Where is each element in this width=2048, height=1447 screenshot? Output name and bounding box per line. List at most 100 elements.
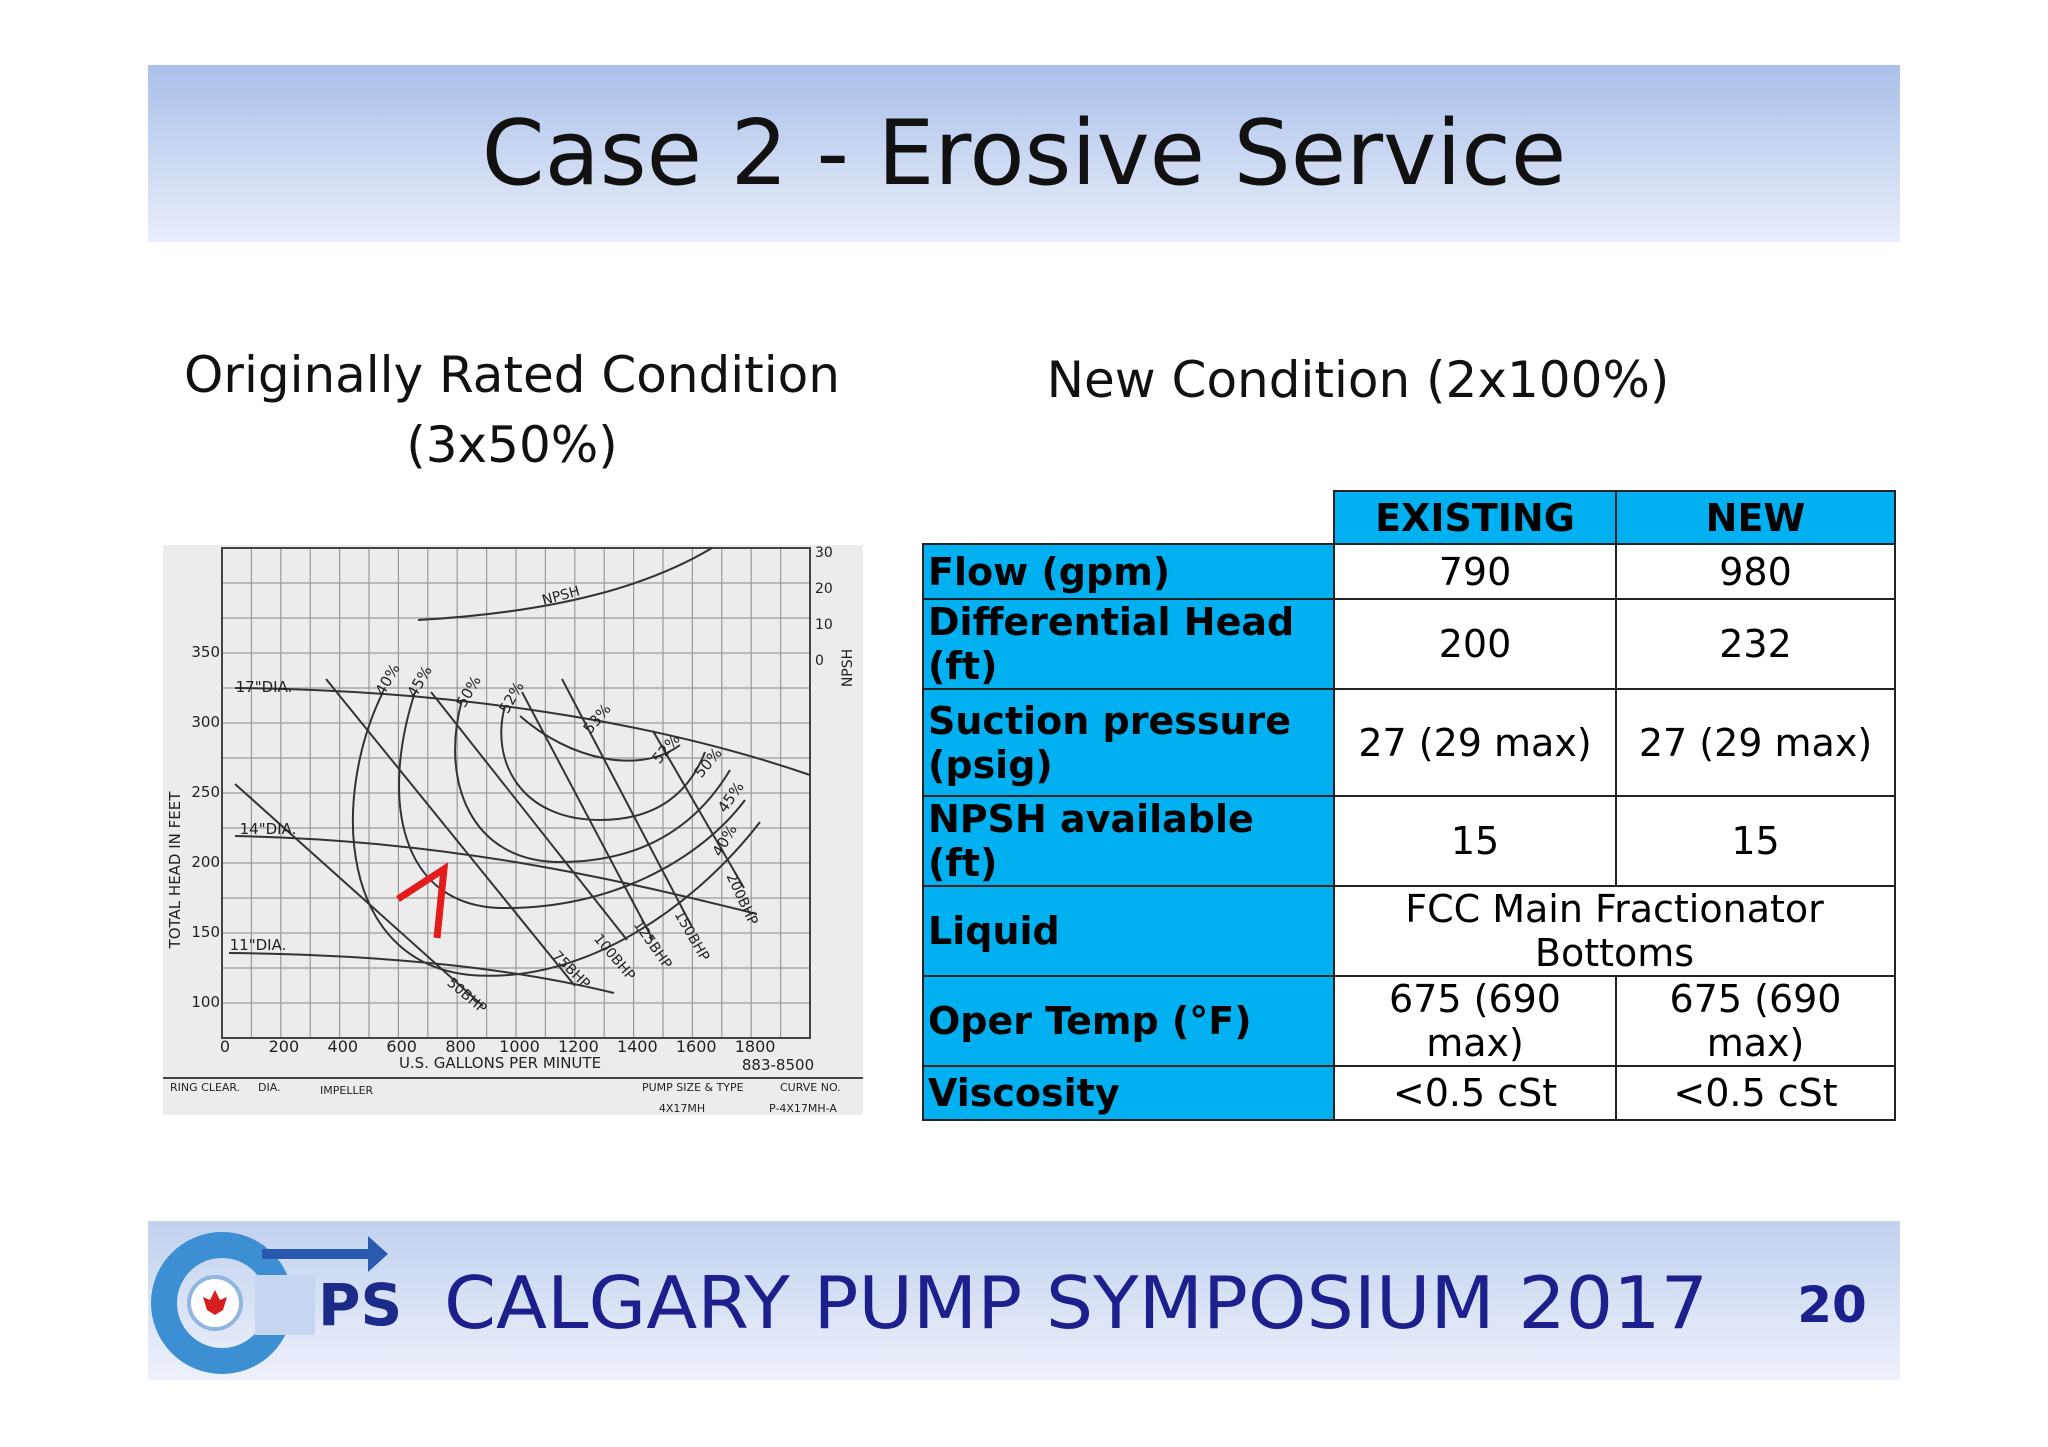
table-cell: 27 (29 max) (1615, 688, 1896, 797)
row-label: Suction pressure (psig) (922, 688, 1335, 797)
row-label: Flow (gpm) (922, 543, 1335, 600)
row-label: Oper Temp (°F) (922, 975, 1335, 1067)
head-curve (228, 952, 615, 994)
footer-band (148, 1221, 1900, 1380)
y-tick-label: 300 (191, 713, 220, 731)
y-tick-label: 350 (191, 643, 220, 661)
title-block-text: PUMP SIZE & TYPE (642, 1081, 744, 1094)
x-tick-label: 600 (386, 1037, 417, 1056)
title-block-text: CURVE NO. (780, 1081, 841, 1094)
x-tick-label: 0 (220, 1037, 230, 1056)
slide-title: Case 2 - Erosive Service (481, 101, 1567, 206)
efficiency-curve (500, 705, 706, 822)
table-row: Differential Head (ft) 200 232 (922, 598, 1896, 690)
diameter-label: 11"DIA. (230, 936, 287, 954)
x-axis-label: U.S. GALLONS PER MINUTE (399, 1054, 601, 1072)
table-cell: 675 (690 max) (1615, 975, 1896, 1067)
title-block-text: IMPELLER (320, 1084, 374, 1097)
row-label: NPSH available (ft) (922, 795, 1335, 887)
curves (228, 547, 811, 1007)
head-curve (234, 835, 758, 915)
table-row: Viscosity <0.5 cSt <0.5 cSt (922, 1065, 1896, 1121)
y-tick-label: 100 (191, 993, 220, 1011)
y-tick-label: 150 (191, 923, 220, 941)
bhp-line (325, 678, 576, 987)
column-header: NEW (1615, 490, 1896, 545)
x-tick-label: 800 (445, 1037, 476, 1056)
table-row: Liquid FCC Main Fractionator Bottoms (922, 885, 1896, 977)
symposium-name: CALGARY PUMP SYMPOSIUM 2017 (444, 1261, 1708, 1345)
header-band (148, 65, 1900, 242)
x-tick-label: 1600 (676, 1037, 717, 1056)
x-tick-label: 200 (269, 1037, 300, 1056)
table-cell: 15 (1615, 795, 1896, 887)
table-cell: 27 (29 max) (1333, 688, 1617, 797)
table-row: Oper Temp (°F) 675 (690 max) 675 (690 max) (922, 975, 1896, 1067)
x-tick-label: 1400 (617, 1037, 658, 1056)
column-header: EXISTING (1333, 490, 1617, 545)
logo-gap (255, 1275, 315, 1335)
table-corner (923, 491, 1334, 544)
npsh-tick-label: 0 (815, 653, 824, 669)
page-number: 20 (1797, 1276, 1867, 1334)
plot-frame (221, 547, 811, 1039)
x-tick-label: 400 (328, 1037, 359, 1056)
bhp-line (430, 691, 628, 941)
title-block-text: DIA. (258, 1081, 281, 1094)
y-tick-label: 250 (191, 783, 220, 801)
footer: PS CALGARY PUMP SYMPOSIUM 2017 20 (151, 1232, 1867, 1374)
title-block-text: RING CLEAR. (170, 1081, 240, 1094)
efficiency-curve (454, 699, 731, 864)
table-row: Suction pressure (psig) 27 (29 max) 27 (29… (922, 688, 1896, 797)
bhp-line (561, 678, 693, 928)
title-block-text: 4X17MH (659, 1102, 705, 1115)
efficiency-curve (352, 691, 761, 977)
maple-leaf (203, 1290, 227, 1315)
npsh-axis-label: NPSH (840, 649, 856, 687)
title-block-text: P-4X17MH-A (769, 1102, 837, 1115)
table-cell: 675 (690 max) (1333, 975, 1617, 1067)
data-table: EXISTING NEW Flow (gpm) 790 980 Differential … (922, 490, 1896, 1121)
subtitle-line: Originally Rated Condition (184, 346, 840, 404)
right-subtitle: New Condition (2x100%) (1046, 351, 1670, 409)
x-tick-label: 1800 (735, 1037, 776, 1056)
table-cell: 200 (1333, 598, 1617, 690)
table-cell: <0.5 cSt (1615, 1065, 1896, 1121)
diameter-label: 14"DIA. (240, 820, 297, 838)
curve-id: 883-8500 (742, 1056, 814, 1074)
logo-arrowhead (368, 1236, 388, 1272)
y-axis-label: TOTAL HEAD IN FEET (166, 791, 184, 950)
table-cell: 232 (1615, 598, 1896, 690)
diameter-label: 17"DIA. (236, 678, 293, 696)
bhp-line (234, 783, 484, 1007)
efficiency-curve (398, 691, 746, 910)
curve-background (163, 545, 863, 1115)
row-label: Differential Head (ft) (922, 598, 1335, 690)
x-tick-label: 1000 (499, 1037, 540, 1056)
table-row: NPSH available (ft) 15 15 (922, 795, 1896, 887)
subtitle-line: (3x50%) (406, 416, 618, 474)
row-label: Liquid (922, 885, 1335, 977)
table-cell: <0.5 cSt (1333, 1065, 1617, 1121)
npsh-tick-label: 20 (815, 581, 833, 597)
left-subtitle: Originally Rated Condition (3x50%) (162, 340, 862, 480)
table-header-row: EXISTING NEW (923, 490, 1896, 545)
table-cell: 980 (1615, 543, 1896, 600)
table-cell: 790 (1333, 543, 1617, 600)
npsh-curve (417, 547, 713, 621)
bhp-line (652, 730, 745, 889)
table-cell: 15 (1333, 795, 1617, 887)
bhp-line (521, 691, 654, 941)
head-curve (234, 687, 811, 776)
npsh-tick-label: 10 (815, 617, 833, 633)
x-tick-label: 1200 (558, 1037, 599, 1056)
red-arrow (396, 862, 449, 939)
table-cell: FCC Main Fractionator Bottoms (1333, 885, 1896, 977)
row-label: Viscosity (922, 1065, 1335, 1121)
logo-text: PS (318, 1271, 402, 1339)
y-tick-label: 200 (191, 853, 220, 871)
npsh-tick-label: 30 (815, 545, 833, 561)
table-row: Flow (gpm) 790 980 (922, 543, 1896, 600)
